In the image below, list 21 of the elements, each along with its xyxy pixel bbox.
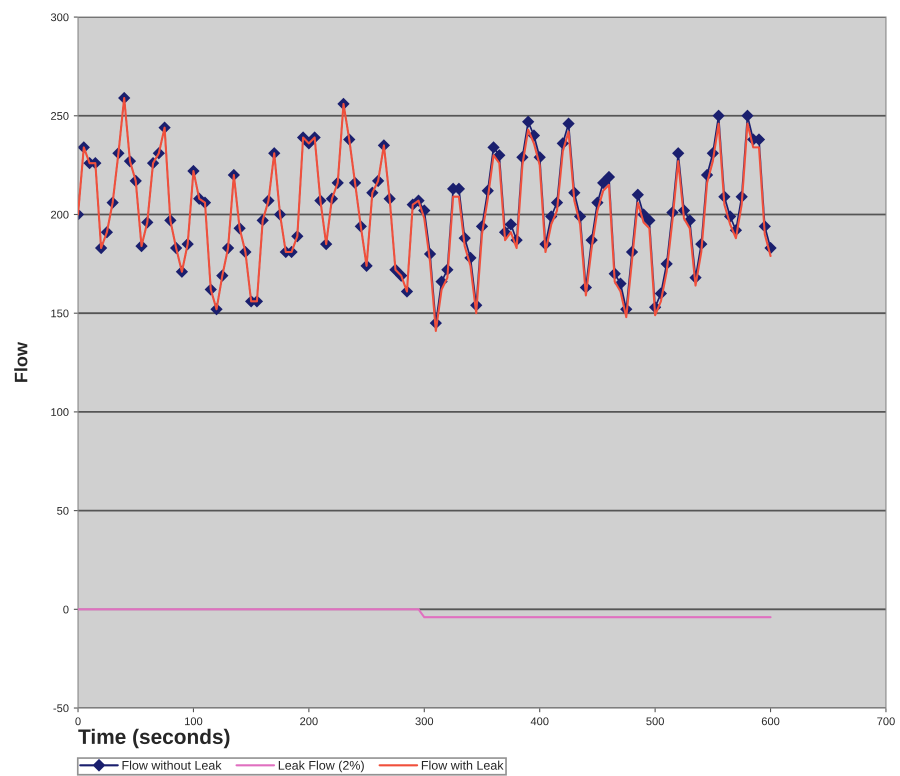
x-axis-title: Time (seconds) <box>78 728 230 748</box>
legend-label: Flow with Leak <box>422 760 504 770</box>
y-tick-label: 150 <box>51 309 69 318</box>
x-tick-label: 500 <box>646 717 664 726</box>
x-tick-label: 400 <box>530 717 549 726</box>
legend-label: Leak Flow (2%) <box>278 760 364 772</box>
x-tick-label: 700 <box>877 717 895 726</box>
y-tick-label: 50 <box>57 506 69 515</box>
y-tick-label: -50 <box>53 704 69 712</box>
y-tick-label: 300 <box>50 13 69 22</box>
x-tick-label: 600 <box>762 717 780 726</box>
x-tick-label: 300 <box>415 717 434 726</box>
y-tick-label: 200 <box>51 210 69 219</box>
x-tick-label: 100 <box>185 717 202 726</box>
y-tick-label: 100 <box>51 408 69 416</box>
x-tick-label: 200 <box>300 717 318 726</box>
y-axis-title: Flow <box>14 342 28 382</box>
legend-label: Flow without Leak <box>122 760 222 770</box>
y-tick-label: 250 <box>51 112 69 120</box>
x-tick-label: 0 <box>75 717 81 726</box>
y-tick-label: 0 <box>63 606 69 614</box>
